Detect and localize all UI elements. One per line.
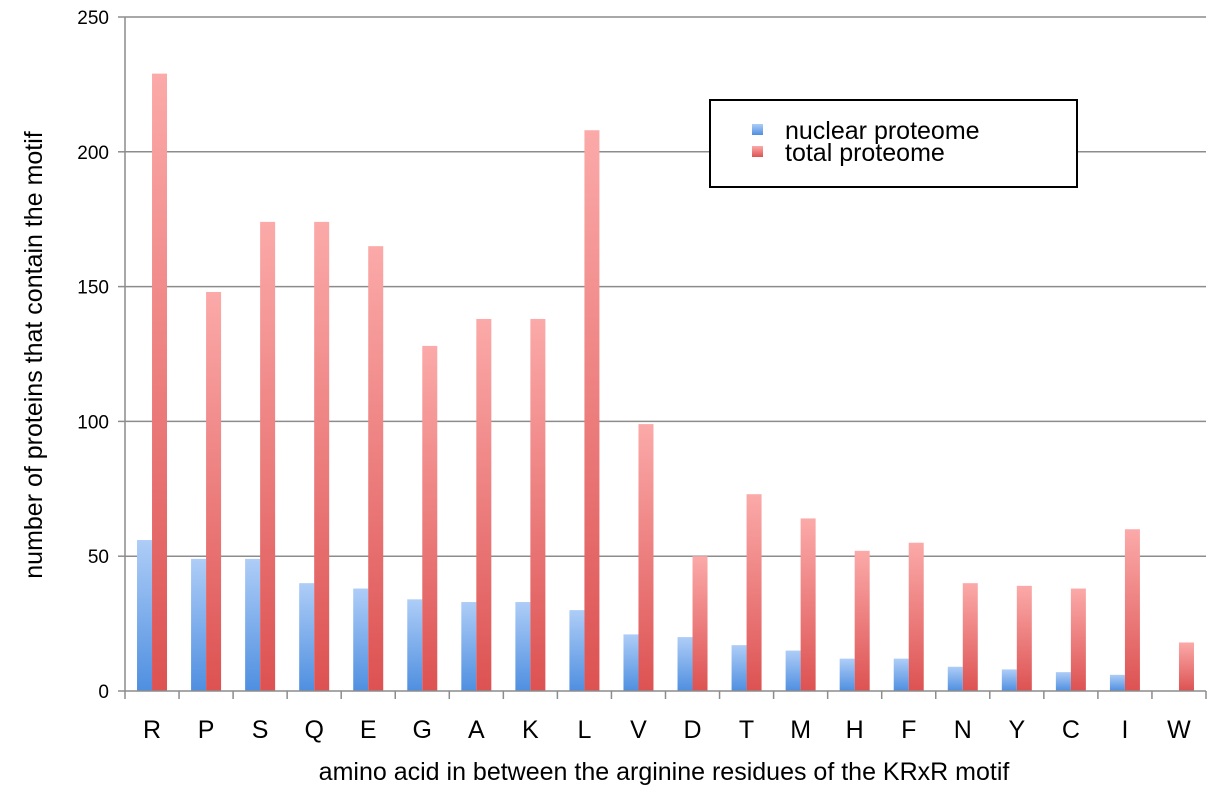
legend-swatch-nuclear <box>752 124 763 135</box>
bar-total-I <box>1124 529 1140 691</box>
x-tick-label-W: W <box>1167 716 1191 744</box>
bar-nuclear-F <box>893 658 909 691</box>
legend: nuclear proteome total proteome <box>709 99 1078 188</box>
legend-box <box>709 99 1078 188</box>
bar-total-Q <box>314 221 330 691</box>
x-tick-label-G: G <box>413 716 432 744</box>
y-tick-label: 50 <box>88 547 109 568</box>
bar-total-T <box>746 494 762 691</box>
x-tick-label-Q: Q <box>304 716 323 744</box>
x-tick-label-H: H <box>846 716 864 744</box>
x-tick-label-E: E <box>360 716 377 744</box>
bar-nuclear-H <box>839 658 855 691</box>
bar-total-V <box>638 424 654 691</box>
bar-nuclear-C <box>1055 672 1071 691</box>
y-tick-label: 0 <box>98 682 109 703</box>
legend-label-nuclear: nuclear proteome <box>785 117 980 145</box>
y-tick-label: 200 <box>77 143 109 164</box>
bar-nuclear-G <box>407 599 423 691</box>
bar-nuclear-L <box>569 610 585 691</box>
bar-total-S <box>260 221 276 691</box>
x-tick-label-L: L <box>577 716 591 744</box>
axis-labels: 0 50 100 150 200 250 R P S Q E G A K L V D T M H F N Y C I W <box>77 8 1191 744</box>
bar-total-H <box>854 550 870 691</box>
bar-total-F <box>908 542 924 691</box>
axes <box>118 16 1207 699</box>
bars <box>137 73 1194 692</box>
bar-total-M <box>800 518 816 691</box>
x-tick-label-V: V <box>630 716 647 744</box>
x-tick-label-D: D <box>683 716 701 744</box>
x-tick-label-C: C <box>1062 716 1080 744</box>
legend-swatch-total <box>752 146 763 157</box>
bar-nuclear-D <box>677 637 693 691</box>
y-axis-title: number of proteins that contain the moti… <box>20 131 48 579</box>
x-tick-label-N: N <box>954 716 972 744</box>
bar-total-P <box>206 291 222 691</box>
bar-total-A <box>476 318 492 691</box>
bar-nuclear-P <box>191 558 207 691</box>
bar-nuclear-T <box>731 645 747 691</box>
bar-total-L <box>584 130 600 691</box>
bar-total-R <box>152 73 168 692</box>
x-tick-label-A: A <box>468 716 485 744</box>
bar-total-G <box>422 345 438 691</box>
gridlines <box>125 16 1206 557</box>
x-tick-label-S: S <box>252 716 269 744</box>
x-tick-label-P: P <box>198 716 215 744</box>
bar-total-E <box>368 246 384 691</box>
bar-nuclear-M <box>785 650 801 691</box>
bar-nuclear-I <box>1109 674 1125 691</box>
bar-nuclear-K <box>515 602 531 691</box>
y-tick-label: 250 <box>77 8 109 29</box>
bar-nuclear-Q <box>299 583 315 691</box>
bar-nuclear-R <box>137 540 153 691</box>
bar-total-K <box>530 318 546 691</box>
x-tick-label-I: I <box>1121 716 1128 744</box>
legend-label-total: total proteome <box>785 139 945 167</box>
x-tick-label-F: F <box>901 716 916 744</box>
bar-nuclear-E <box>353 588 369 691</box>
bar-nuclear-Y <box>1001 669 1017 691</box>
bar-total-W <box>1178 642 1194 691</box>
x-tick-label-Y: Y <box>1008 716 1025 744</box>
bar-total-C <box>1070 588 1086 691</box>
y-tick-label: 100 <box>77 412 109 433</box>
x-tick-label-M: M <box>790 716 811 744</box>
bar-total-N <box>962 583 978 691</box>
y-tick-label: 150 <box>77 278 109 299</box>
bar-nuclear-V <box>623 634 639 691</box>
bar-nuclear-N <box>947 666 963 691</box>
x-axis-title: amino acid in between the arginine resid… <box>319 758 1010 786</box>
x-tick-label-K: K <box>522 716 539 744</box>
bar-nuclear-A <box>461 602 477 691</box>
x-tick-label-R: R <box>143 716 161 744</box>
bar-nuclear-S <box>245 558 261 691</box>
x-tick-label-T: T <box>739 716 754 744</box>
bar-total-D <box>692 556 708 691</box>
bar-total-Y <box>1016 585 1032 691</box>
